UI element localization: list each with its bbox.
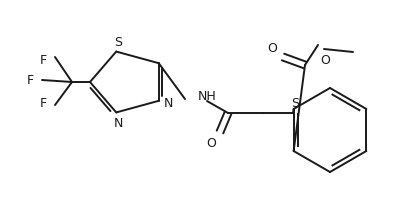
Text: N: N — [164, 97, 173, 110]
Text: O: O — [267, 42, 277, 55]
Text: F: F — [40, 97, 47, 110]
Text: F: F — [27, 74, 34, 87]
Text: N: N — [114, 116, 123, 129]
Text: O: O — [320, 54, 330, 67]
Text: F: F — [40, 53, 47, 66]
Text: S: S — [291, 97, 299, 110]
Text: S: S — [114, 36, 122, 49]
Text: NH: NH — [198, 90, 217, 103]
Text: O: O — [206, 136, 216, 149]
